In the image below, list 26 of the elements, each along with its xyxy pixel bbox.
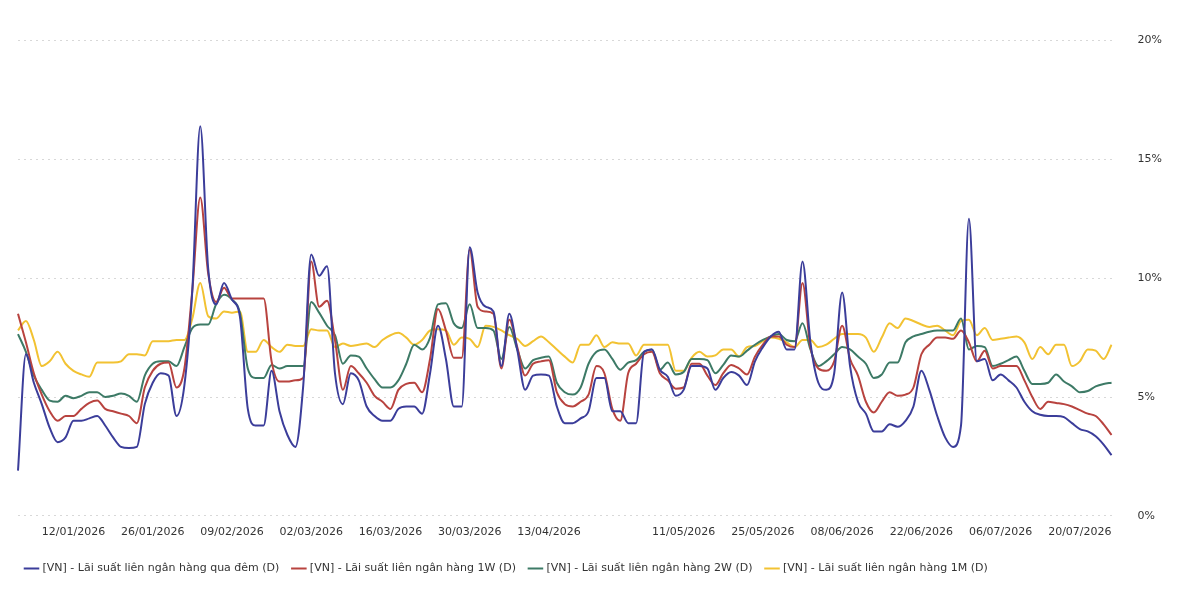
x-tick-label: 11/05/2026 <box>651 525 716 539</box>
legend-label: [VN] - Lãi suất liên ngân hàng 1W (D) <box>309 561 516 575</box>
x-tick-label: 02/03/2026 <box>279 525 343 539</box>
y-tick-label: 15% <box>1137 152 1162 166</box>
x-tick-label: 16/03/2026 <box>358 525 423 539</box>
legend-label: [VN] - Lãi suất liên ngân hàng 1M (D) <box>783 561 988 575</box>
x-tick-label: 25/05/2026 <box>731 525 795 539</box>
y-tick-label: 20% <box>1137 33 1162 47</box>
legend-label: [VN] - Lãi suất liên ngân hàng 2W (D) <box>546 561 753 575</box>
x-tick-label: 06/07/2026 <box>968 525 1033 539</box>
x-tick-label: 26/01/2026 <box>121 525 185 539</box>
y-tick-label: 0% <box>1137 508 1155 522</box>
x-tick-label: 09/02/2026 <box>200 525 264 539</box>
x-tick-label: 20/07/2026 <box>1048 525 1112 539</box>
y-tick-label: 5% <box>1137 389 1155 403</box>
line-series <box>17 293 1113 403</box>
x-tick-label: 08/06/2026 <box>810 525 874 539</box>
x-tick-label: 30/03/2026 <box>437 525 502 539</box>
x-tick-label: 13/04/2026 <box>517 525 581 539</box>
y-tick-label: 10% <box>1137 271 1162 285</box>
line-series <box>17 125 1113 472</box>
line-series <box>17 281 1113 378</box>
x-tick-label: 22/06/2026 <box>889 525 954 539</box>
line-series <box>17 196 1113 437</box>
x-tick-label: 12/01/2026 <box>41 525 106 539</box>
legend-label: [VN] - Lãi suất liên ngân hàng qua đêm (D) <box>42 561 280 575</box>
